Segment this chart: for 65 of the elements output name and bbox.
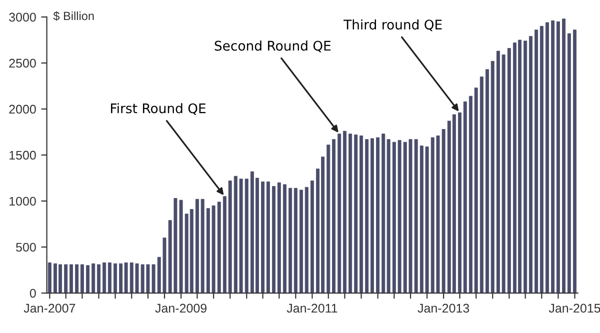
bar: [277, 182, 281, 294]
bar: [573, 30, 576, 294]
y-tick-label: 2500: [9, 58, 36, 68]
y-tick-label: 1000: [10, 196, 36, 206]
bar: [70, 264, 73, 294]
bar: [376, 137, 380, 294]
bar: [546, 22, 549, 294]
bar: [365, 139, 369, 294]
bar: [86, 265, 90, 294]
bar: [304, 187, 308, 294]
bar: [507, 48, 511, 294]
x-tick-label: Jan-2011: [286, 304, 338, 313]
bar: [348, 134, 352, 294]
bar: [458, 112, 462, 294]
x-tick-label: Jan-2015: [548, 304, 600, 313]
bar: [551, 20, 555, 294]
bar: [288, 188, 292, 294]
bar: [534, 30, 538, 294]
y-tick-label: 500: [16, 242, 36, 252]
bar: [463, 101, 467, 294]
bar: [108, 262, 112, 294]
bar: [300, 190, 303, 294]
x-tick-label: Jan-2007: [24, 304, 76, 313]
bar: [343, 130, 346, 294]
y-axis-title: $ Billion: [53, 11, 94, 21]
bar: [310, 180, 314, 294]
bar: [217, 202, 221, 294]
y-tick-label: 2000: [9, 104, 36, 114]
bar: [540, 26, 544, 294]
bar: [96, 264, 100, 294]
x-tick-label: Jan-2009: [155, 304, 207, 313]
bar: [80, 264, 84, 294]
bar: [272, 186, 276, 294]
bar: [562, 18, 566, 294]
bar: [266, 181, 270, 294]
bar: [556, 21, 560, 294]
bar: [114, 263, 117, 294]
bar: [485, 69, 489, 294]
bar: [490, 60, 494, 294]
y-tick-label: 1500: [10, 150, 36, 160]
bar: [244, 178, 248, 294]
bar: [528, 36, 532, 294]
bar: [64, 264, 68, 294]
annotation: Second Round QE: [214, 40, 331, 52]
bar: [370, 138, 374, 294]
bar: [282, 184, 286, 294]
bar: [524, 40, 528, 294]
bar: [567, 33, 571, 294]
bar: [354, 134, 358, 294]
bar: [48, 262, 52, 294]
bar: [332, 139, 336, 294]
bar: [92, 263, 96, 294]
y-tick-label: 3000: [9, 12, 36, 22]
y-tick-label: 0: [30, 288, 36, 298]
x-tick-label: Jan-2013: [418, 304, 470, 313]
annotation: Third round QE: [344, 19, 442, 32]
bar: [480, 76, 484, 294]
bar: [360, 135, 364, 294]
bar: [102, 262, 106, 294]
annotation: First Round QE: [111, 103, 206, 115]
bar: [261, 181, 265, 294]
bar: [294, 188, 298, 294]
bar: [75, 264, 79, 294]
bar: [338, 134, 342, 294]
bar: [326, 144, 330, 294]
